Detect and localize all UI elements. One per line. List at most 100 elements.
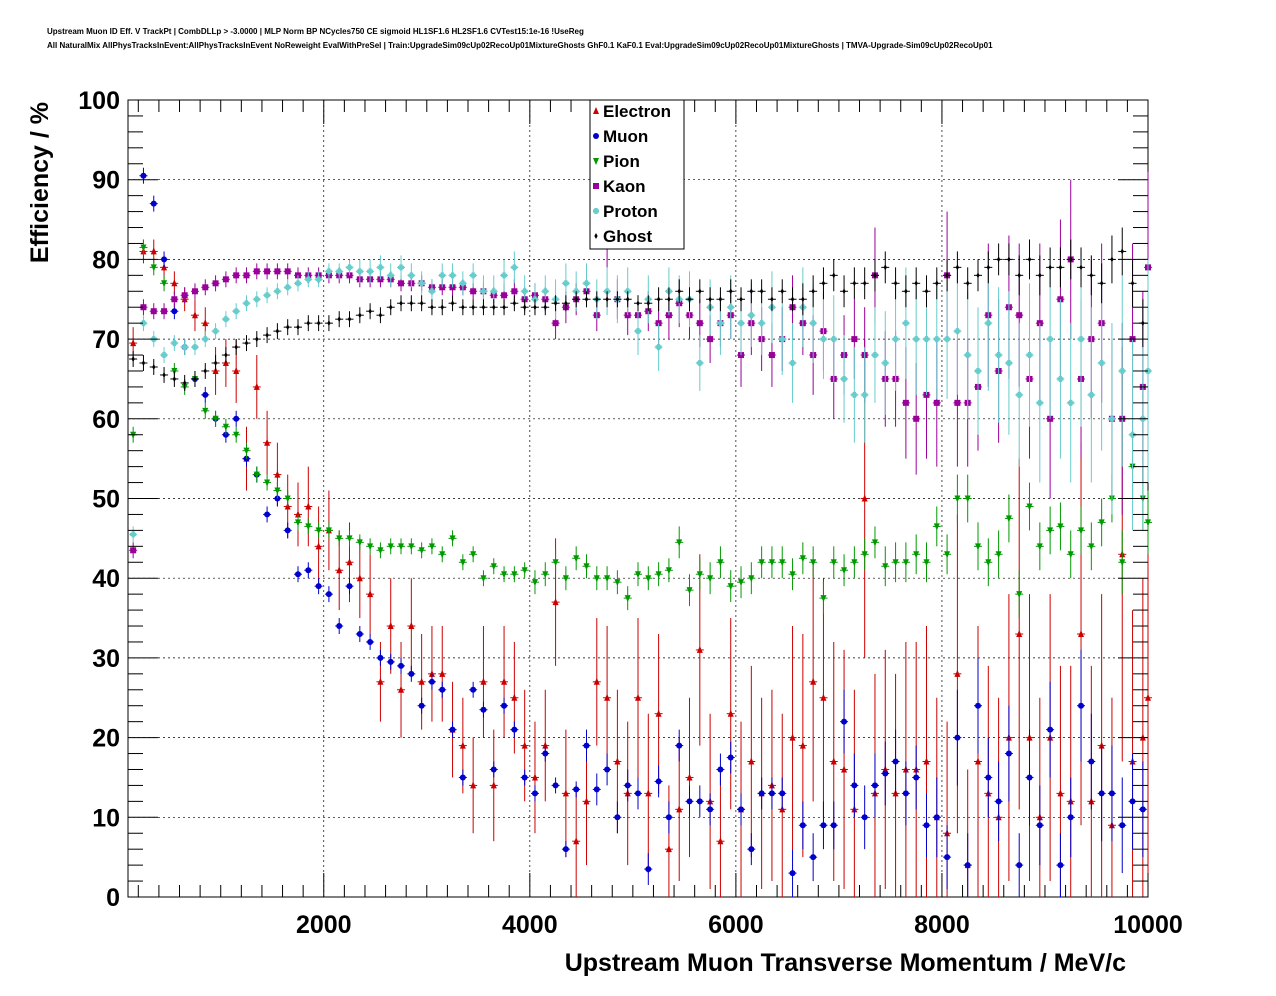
- data-point: [860, 267, 869, 300]
- data-point: [1004, 494, 1013, 543]
- data-point: [180, 374, 189, 391]
- data-point: [778, 777, 787, 810]
- data-point: [469, 299, 478, 316]
- data-point: [963, 291, 972, 419]
- data-point: [809, 833, 818, 882]
- data-point: [541, 562, 550, 587]
- data-point: [489, 729, 498, 842]
- data-point: [232, 410, 241, 427]
- data-point: [129, 542, 138, 559]
- data-point: [366, 259, 375, 284]
- data-point: [324, 263, 333, 280]
- data-point: [1097, 263, 1106, 304]
- data-point: [160, 275, 169, 292]
- data-point: [1035, 255, 1044, 296]
- data-point: [592, 773, 601, 806]
- data-point: [397, 657, 406, 674]
- data-point: [860, 347, 869, 443]
- data-point: [788, 323, 797, 403]
- data-point: [870, 526, 879, 559]
- data-point: [757, 777, 766, 810]
- data-point: [1118, 530, 1127, 595]
- data-point: [819, 801, 828, 850]
- data-point: [603, 291, 612, 308]
- x-tick-label: 2000: [296, 911, 352, 939]
- data-point: [963, 833, 972, 897]
- data-point: [675, 729, 684, 762]
- legend-entry-electron: Electron: [593, 102, 671, 121]
- data-point: [149, 303, 158, 320]
- data-point: [500, 697, 509, 714]
- data-point: [592, 618, 601, 746]
- data-point: [170, 335, 179, 352]
- data-point: [1025, 239, 1034, 280]
- data-point: [242, 442, 251, 459]
- chart-title-line1: Upstream Muon ID Eff. V TrackPt | CombDL…: [47, 27, 584, 36]
- data-point: [541, 745, 550, 762]
- data-point: [1087, 522, 1096, 571]
- data-point: [355, 534, 364, 551]
- data-point: [747, 665, 756, 858]
- data-point: [345, 311, 354, 328]
- y-tick-label: 40: [92, 565, 120, 593]
- data-point: [757, 279, 766, 304]
- data-point: [974, 259, 982, 292]
- data-point: [561, 263, 570, 304]
- series-ghost: [129, 227, 1147, 391]
- data-point: [819, 267, 828, 300]
- data-point: [634, 307, 642, 356]
- data-point: [510, 566, 519, 583]
- data-point: [500, 299, 509, 316]
- data-point: [664, 287, 673, 312]
- data-point: [304, 518, 313, 535]
- data-point: [901, 761, 910, 826]
- data-point: [149, 359, 158, 375]
- data-point: [901, 542, 910, 583]
- data-point: [850, 546, 859, 579]
- data-point: [427, 538, 436, 555]
- data-point: [994, 243, 1003, 276]
- data-point: [953, 689, 962, 786]
- data-point: [706, 793, 715, 826]
- data-point: [180, 339, 189, 356]
- data-point: [829, 546, 838, 579]
- data-point: [592, 291, 601, 308]
- data-point: [726, 618, 735, 810]
- data-point: [324, 522, 333, 539]
- data-point: [263, 327, 272, 344]
- data-point: [891, 287, 900, 391]
- data-point: [1118, 275, 1127, 467]
- data-point: [737, 793, 746, 826]
- data-point: [500, 259, 509, 292]
- x-tick-label: 10000: [1113, 911, 1183, 939]
- data-point: [603, 753, 612, 786]
- data-point: [860, 785, 869, 850]
- data-points: [129, 167, 1152, 897]
- data-point: [974, 522, 982, 571]
- data-point: [129, 526, 138, 543]
- data-point: [943, 279, 952, 399]
- data-point: [407, 263, 416, 288]
- data-point: [294, 275, 302, 292]
- data-point: [1015, 458, 1024, 810]
- data-point: [1015, 323, 1024, 467]
- data-point: [716, 546, 725, 579]
- data-point: [747, 833, 756, 866]
- data-point: [613, 801, 622, 834]
- data-point: [850, 267, 859, 300]
- data-point: [870, 753, 879, 818]
- data-point: [891, 542, 900, 583]
- data-point: [778, 303, 787, 375]
- data-point: [561, 729, 570, 858]
- data-point: [953, 251, 962, 284]
- data-point: [994, 530, 1003, 579]
- data-point: [850, 753, 859, 818]
- data-point: [829, 295, 838, 383]
- data-point: [376, 255, 385, 280]
- data-point: [530, 570, 539, 595]
- data-point: [201, 331, 210, 348]
- data-point: [1097, 745, 1106, 842]
- data-point: [1087, 255, 1096, 296]
- data-point: [211, 410, 220, 427]
- data-point: [634, 618, 642, 778]
